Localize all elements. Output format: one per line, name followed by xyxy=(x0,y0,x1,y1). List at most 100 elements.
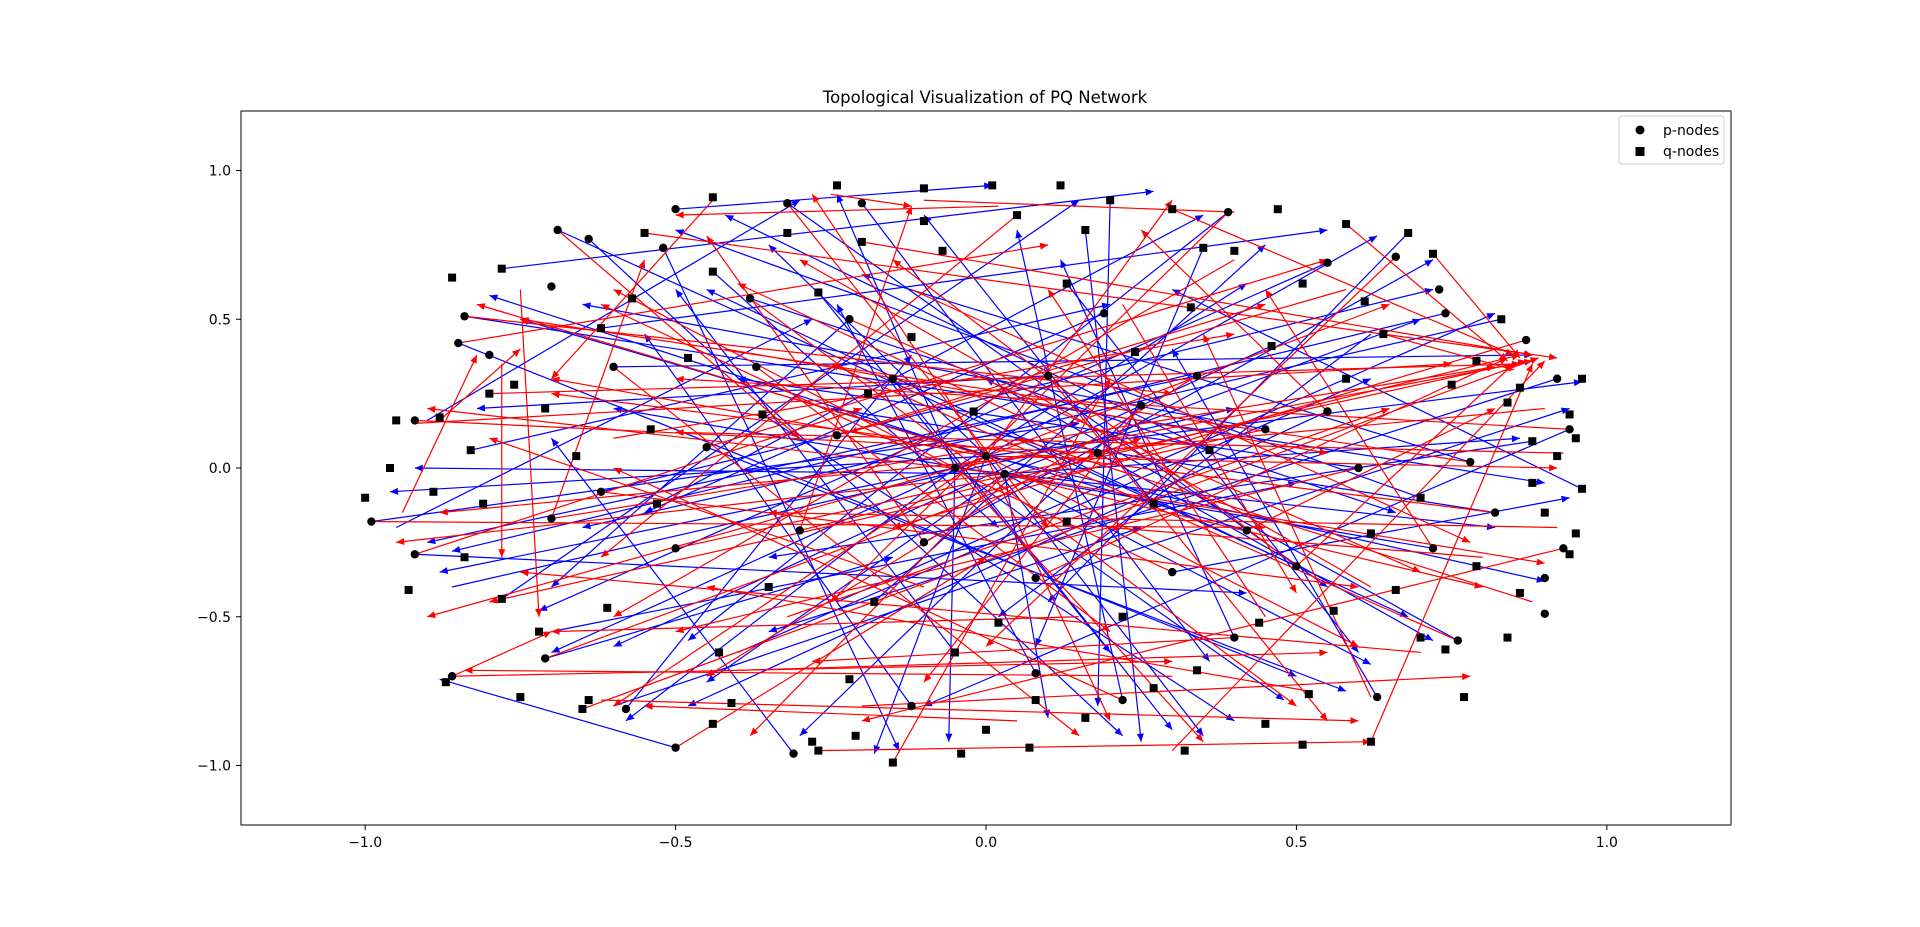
p-node xyxy=(1490,508,1500,517)
blue-edge-arrowhead xyxy=(836,194,844,204)
red-edge xyxy=(601,491,1359,590)
red-edge-line xyxy=(706,235,925,543)
red-edge-line xyxy=(644,705,1018,722)
red-edge-line xyxy=(427,467,956,618)
q-node xyxy=(1366,737,1375,746)
blue-edge-arrowhead xyxy=(1172,349,1180,358)
red-edge-line xyxy=(675,467,1359,633)
q-node xyxy=(1416,633,1425,642)
blue-edge-arrowhead xyxy=(1368,235,1378,243)
p-node xyxy=(485,350,494,360)
red-edge-arrowhead xyxy=(892,521,902,529)
q-node xyxy=(982,725,990,734)
blue-edge-arrowhead xyxy=(1424,287,1433,295)
red-edge xyxy=(551,391,1496,514)
red-edge xyxy=(1035,357,1508,579)
q-node xyxy=(1261,719,1270,728)
q-node xyxy=(988,181,997,190)
blue-edge-line xyxy=(451,312,1446,552)
red-edge-arrowhead xyxy=(601,304,610,311)
q-node xyxy=(404,585,413,594)
red-edge xyxy=(706,375,1198,677)
red-edge-arrowhead xyxy=(427,611,436,618)
red-edge-arrowhead xyxy=(1195,733,1204,742)
blue-edge-arrowhead xyxy=(1015,230,1023,239)
red-edge-line xyxy=(1383,333,1514,371)
red-edge xyxy=(1171,360,1546,752)
q-node xyxy=(969,407,978,416)
blue-edge xyxy=(489,294,987,457)
red-edge xyxy=(551,616,1080,635)
blue-edge-line xyxy=(1059,259,1235,638)
q-node xyxy=(1441,645,1450,654)
red-edge-line xyxy=(550,259,646,519)
red-edge-line xyxy=(768,512,1558,529)
red-edge-line xyxy=(644,232,1558,359)
blue-edge-arrowhead xyxy=(582,522,592,530)
q-node xyxy=(628,294,637,303)
q-node xyxy=(1571,529,1580,538)
p-node xyxy=(1565,425,1574,434)
red-edge xyxy=(414,407,863,555)
p-node xyxy=(1354,463,1363,473)
q-node xyxy=(919,217,928,226)
q-node xyxy=(845,675,854,684)
blue-edge xyxy=(656,214,1204,505)
blue-edge xyxy=(873,244,1266,603)
blue-edge-arrowhead xyxy=(1257,244,1266,253)
red-edge xyxy=(1264,289,1434,549)
red-edge xyxy=(675,467,1359,634)
red-edge-line xyxy=(489,428,1266,603)
blue-edge-line xyxy=(687,211,1229,642)
legend-box xyxy=(1618,115,1725,165)
red-edge-arrowhead xyxy=(1318,448,1328,456)
red-edge xyxy=(520,316,1471,463)
blue-edge-arrowhead xyxy=(551,579,560,587)
q-node xyxy=(1255,618,1264,627)
red-edge-line xyxy=(985,256,1397,647)
blue-edge-line xyxy=(675,184,993,210)
blue-edge xyxy=(464,315,1545,486)
q-node xyxy=(640,228,649,237)
red-edge xyxy=(706,584,1309,692)
red-edge-arrowhead xyxy=(498,549,506,558)
q-node xyxy=(516,693,525,702)
q-node xyxy=(652,499,661,508)
blue-edge-line xyxy=(861,274,1471,463)
q-node xyxy=(646,425,655,434)
red-edge-line xyxy=(799,206,913,531)
q-node xyxy=(994,618,1003,627)
q-node xyxy=(715,648,724,657)
red-edge-line xyxy=(954,360,1533,469)
red-edge-line xyxy=(489,437,925,588)
red-edge xyxy=(892,339,1527,529)
blue-edge-line xyxy=(817,292,1111,653)
blue-edge-line xyxy=(427,375,1198,543)
blue-edge xyxy=(551,318,850,588)
red-edge xyxy=(600,303,1173,573)
red-edge-arrowhead xyxy=(644,702,653,710)
blue-edge-line xyxy=(501,199,1080,600)
blue-edge-arrowhead xyxy=(1195,727,1204,736)
q-node xyxy=(497,264,506,273)
q-node xyxy=(1205,446,1214,455)
red-edge-arrowhead xyxy=(1549,464,1558,472)
red-edge xyxy=(557,229,801,439)
q-node xyxy=(684,353,692,362)
red-edge-arrowhead xyxy=(1504,348,1514,356)
q-node xyxy=(1578,374,1586,383)
blue-edge-arrowhead xyxy=(390,487,399,495)
q-node xyxy=(441,678,450,687)
q-node xyxy=(1578,484,1586,493)
blue-edge-line xyxy=(1004,318,1421,475)
red-edge-line xyxy=(551,393,1496,514)
red-edge-arrowhead xyxy=(1287,698,1297,706)
q-node xyxy=(1131,347,1139,356)
blue-edge-arrowhead xyxy=(725,215,734,222)
blue-edge xyxy=(687,211,1229,642)
blue-edge-arrowhead xyxy=(1536,478,1545,486)
blue-edge-arrowhead xyxy=(1561,495,1570,503)
red-edge-arrowhead xyxy=(1523,358,1533,366)
red-edge xyxy=(787,407,1390,618)
